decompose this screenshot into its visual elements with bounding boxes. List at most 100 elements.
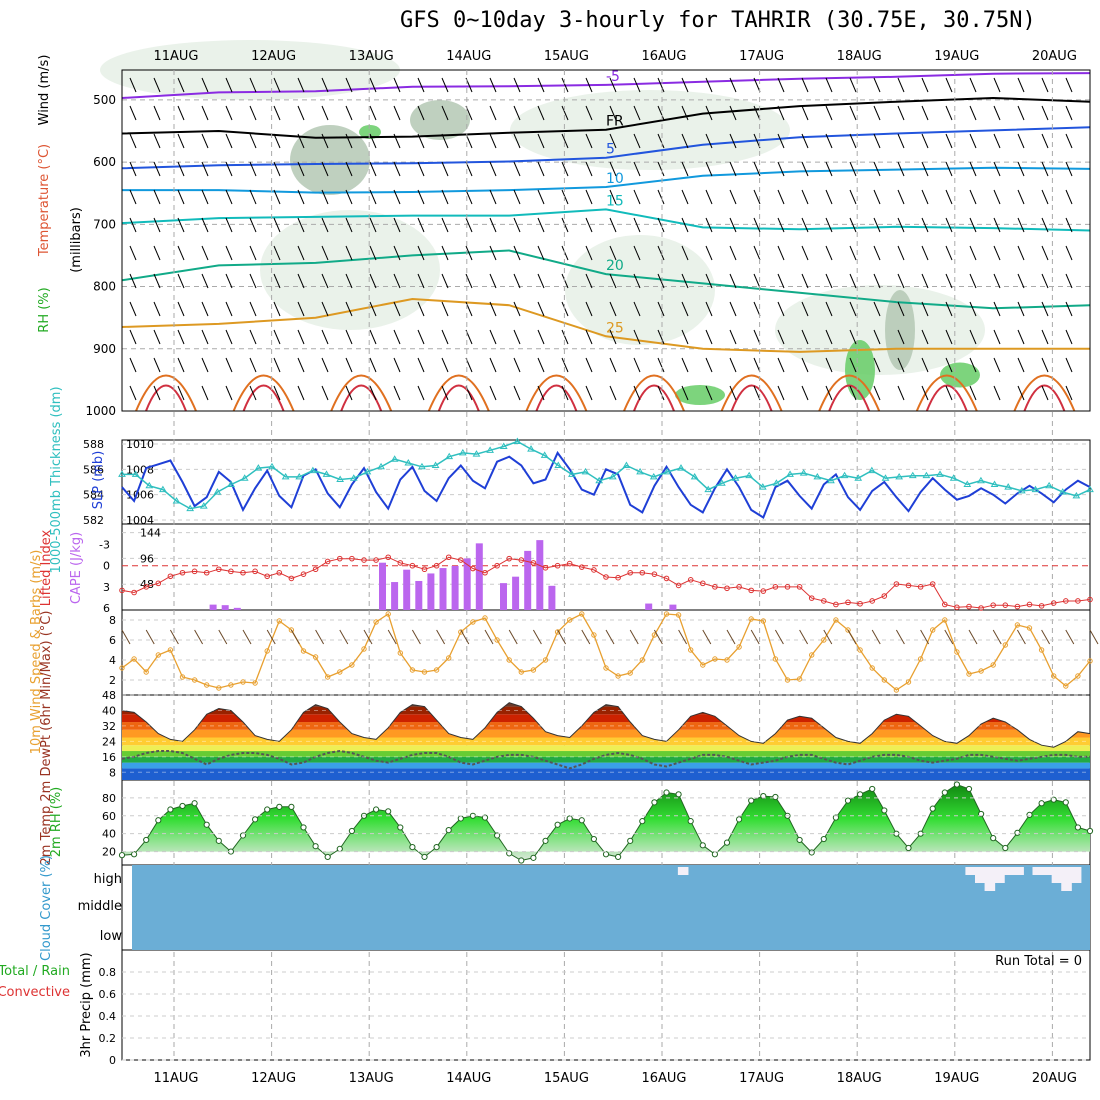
run-total-label: Run Total = 0: [995, 954, 1082, 969]
wind-barb: [417, 385, 425, 401]
surface-contour: [720, 374, 783, 412]
wind-barb: [561, 133, 569, 149]
wind-speed-marker: [252, 680, 258, 686]
thickness-tick: 582: [83, 514, 104, 527]
wind-barb: [585, 301, 593, 317]
rh-marker: [651, 799, 658, 806]
wind-barb: [249, 273, 257, 289]
slp-line: [121, 450, 1091, 519]
wind-barb: [369, 385, 377, 401]
lifted-index-marker: [324, 558, 331, 565]
rh-marker: [118, 852, 126, 859]
wind-barb: [266, 629, 276, 645]
cloud-cell: [677, 867, 689, 875]
thickness-marker: [1086, 485, 1094, 493]
wind-barb: [705, 329, 713, 345]
wind-barb: [129, 189, 137, 205]
lifted-index-marker: [917, 584, 924, 590]
wind-barb: [871, 629, 881, 645]
wind-speed-marker: [603, 665, 609, 671]
thickness-marker: [581, 467, 590, 475]
wind-barb: [153, 189, 161, 205]
wind-barb: [1065, 385, 1073, 401]
wind-barb: [825, 189, 833, 205]
wind-barb: [921, 77, 929, 93]
wind-speed-marker: [167, 647, 174, 653]
temp-band: [122, 751, 1090, 757]
wind-barb: [153, 385, 161, 401]
wind-barb: [345, 385, 353, 401]
thickness-marker: [240, 474, 249, 481]
cloud-cell: [1051, 867, 1063, 883]
wind-barb: [177, 385, 185, 401]
slp-ylabel: SLP (mb): [91, 451, 106, 510]
cape-bar: [221, 605, 229, 610]
lifted-index-marker: [760, 588, 767, 594]
temp-tick: 48: [102, 689, 116, 702]
wind-barb: [897, 329, 905, 345]
wind-barb: [129, 105, 137, 121]
wind-barb: [897, 161, 905, 177]
wind-tick: 8: [109, 614, 116, 627]
thickness-marker: [186, 504, 195, 512]
temp-tick: 40: [102, 704, 116, 717]
wind-barb: [702, 629, 712, 645]
cape-bar: [379, 562, 386, 610]
wind-barb: [657, 245, 665, 261]
cape-bar: [451, 565, 459, 610]
precip-panel: 0 0.2 0.4 0.6 0.8 Run Total = 0: [99, 954, 1090, 1067]
thickness-marker: [908, 471, 917, 479]
wind-speed-marker: [458, 629, 464, 635]
wind-speed-marker: [446, 655, 452, 661]
wind-speed-marker: [506, 657, 512, 663]
wind-barb: [753, 385, 761, 401]
isotherm-20: [121, 249, 1091, 310]
lifted-index-marker: [893, 581, 900, 587]
date-label-top: 15AUG: [544, 49, 589, 64]
wind-barb: [129, 161, 137, 177]
thickness-marker: [895, 472, 904, 480]
lifted-index-marker: [784, 584, 791, 590]
y-tick-label: 500: [93, 93, 116, 107]
wind-speed-marker: [288, 627, 295, 633]
wind-barb: [729, 105, 737, 121]
wind-barb: [489, 77, 497, 93]
wind-speed-marker: [724, 657, 730, 663]
wind-barb: [609, 133, 617, 149]
wind-barb: [393, 217, 401, 233]
wind-barb: [657, 301, 665, 317]
wind-barb: [993, 385, 1001, 401]
wind-speed-marker: [978, 668, 984, 674]
cape-bar: [427, 573, 435, 610]
rh-marker: [566, 815, 573, 822]
wind-barb: [849, 217, 857, 233]
wind-barb: [177, 161, 185, 177]
wind-barb: [177, 273, 185, 289]
thickness-marker: [363, 467, 372, 475]
wind-barb: [249, 329, 257, 345]
surface-contour: [633, 384, 675, 412]
wind-barb: [609, 77, 617, 93]
cape-bar: [548, 585, 556, 610]
wind-barb: [729, 273, 737, 289]
wind-barb: [513, 385, 521, 401]
wind-barb: [681, 245, 689, 261]
surface-contour: [525, 374, 588, 412]
rh-marker: [748, 797, 755, 804]
wind-barb: [753, 217, 761, 233]
wind-barb: [1041, 357, 1049, 373]
rh-marker: [155, 817, 162, 824]
wind-barb: [513, 161, 521, 177]
date-label-bottom: 12AUG: [251, 1071, 296, 1086]
wind-speed-marker: [869, 665, 875, 671]
lifted-index-marker: [857, 600, 863, 607]
rh-shade: [510, 90, 790, 170]
lifted-index-marker: [542, 565, 549, 571]
wind-barb: [177, 77, 185, 93]
wind-barb: [705, 273, 713, 289]
wind-barb: [705, 217, 713, 233]
wind-barb: [969, 245, 977, 261]
wind-barb: [849, 301, 857, 317]
cloud-cell: [1061, 867, 1072, 891]
wind-barb: [729, 189, 737, 205]
